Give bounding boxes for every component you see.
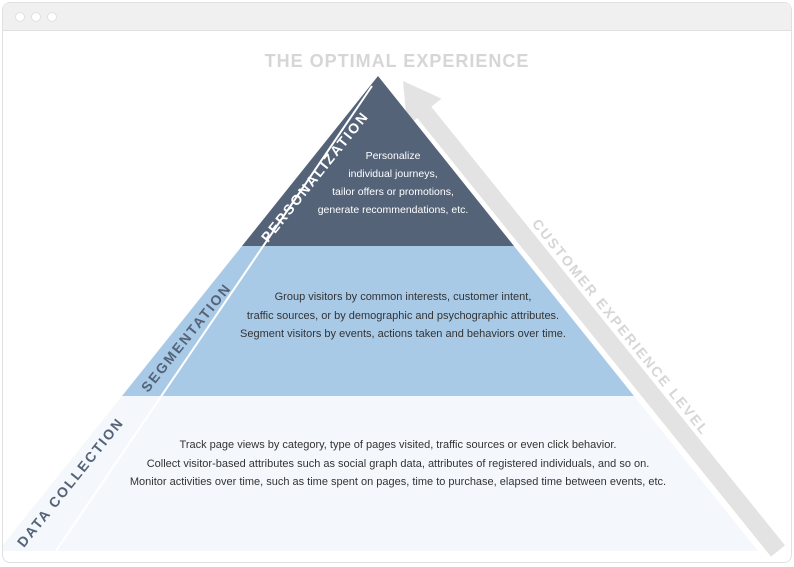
window-dot (31, 12, 41, 22)
layer-desc-data-collection: Track page views by category, type of pa… (78, 436, 718, 492)
diagram-canvas: THE OPTIMAL EXPERIENCE PERSONALIZATION S… (3, 31, 791, 562)
window-dot (47, 12, 57, 22)
layer-desc-personalization: Personalizeindividual journeys,tailor of… (283, 148, 503, 219)
browser-window: THE OPTIMAL EXPERIENCE PERSONALIZATION S… (2, 2, 792, 563)
window-titlebar (3, 3, 791, 31)
window-dot (15, 12, 25, 22)
diagram-title: THE OPTIMAL EXPERIENCE (3, 51, 791, 72)
layer-desc-segmentation: Group visitors by common interests, cust… (188, 288, 618, 344)
